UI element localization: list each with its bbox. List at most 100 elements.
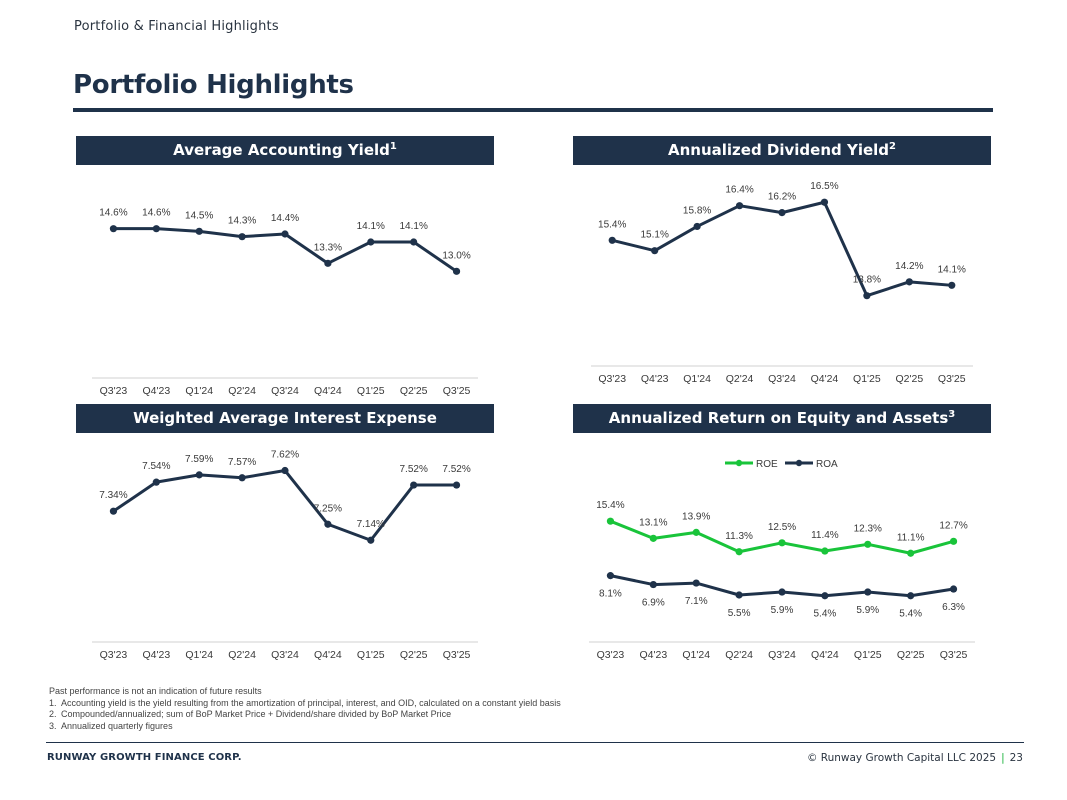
data-label: 7.52% [442, 464, 470, 475]
data-point [608, 236, 616, 244]
x-tick-label: Q2'24 [725, 649, 753, 661]
x-tick-label: Q3'24 [271, 385, 299, 397]
chart-interest-expense-svg: Q3'23 Q4'23 Q1'24 Q2'24 Q3'24 Q4'24 Q1'25 Q2'25… [92, 450, 478, 661]
footnote-3: 3. Annualized quarterly figures [49, 721, 561, 733]
data-label: 7.34% [99, 490, 127, 501]
panel-title: Annualized Return on Equity and Assets [608, 409, 949, 427]
data-point [452, 481, 461, 489]
footnote-text: Compounded/annualized; sum of BoP Market… [61, 709, 452, 719]
data-label: 14.5% [185, 210, 213, 221]
data-label: 6.3% [942, 602, 965, 613]
data-label: 8.1% [599, 589, 622, 600]
data-label: 7.52% [399, 464, 427, 475]
data-label: 13.9% [682, 511, 710, 522]
panel-header-accounting-yield: Average Accounting Yield1 [76, 136, 494, 165]
disclaimer: Past performance is not an indication of… [49, 686, 262, 696]
data-label: 7.54% [142, 461, 170, 472]
x-tick-label: Q4'24 [314, 385, 342, 397]
data-label: 11.1% [897, 532, 925, 543]
footer-divider [46, 742, 1024, 743]
data-point [410, 481, 418, 489]
data-point [410, 238, 418, 246]
data-point [649, 580, 657, 589]
data-label: 14.6% [142, 208, 170, 219]
data-label: 6.9% [642, 598, 665, 609]
x-tick-label: Q3'24 [768, 649, 796, 661]
data-point [152, 478, 160, 486]
x-tick-label: Q2'25 [895, 373, 923, 385]
x-tick-label: Q3'25 [443, 385, 471, 397]
x-tick-label: Q2'24 [228, 385, 256, 397]
x-tick-label: Q1'24 [683, 373, 711, 385]
data-label: 7.25% [314, 503, 342, 514]
data-point [948, 281, 956, 289]
x-tick-label: Q2'24 [228, 649, 256, 661]
data-point [693, 222, 701, 231]
page-title: Portfolio Highlights [73, 70, 354, 100]
x-tick-label: Q1'25 [853, 373, 881, 385]
data-point [238, 474, 246, 482]
footnote-2: 2. Compounded/annualized; sum of BoP Mark… [49, 709, 561, 721]
x-tick-label: Q1'25 [854, 649, 882, 661]
data-point [692, 528, 700, 536]
x-tick-label: Q4'24 [811, 649, 839, 661]
data-point [778, 588, 786, 596]
data-label: 14.3% [228, 216, 256, 227]
data-label: 14.1% [938, 264, 966, 275]
footnote-ref: 3 [948, 409, 956, 420]
x-tick-label: Q4'23 [639, 649, 667, 661]
data-label: 13.8% [853, 275, 881, 286]
data-label: 11.3% [725, 531, 753, 542]
chart-accounting-yield: Q3'23 Q4'23 Q1'24 Q2'24 Q3'24 Q4'24 Q1'25 Q2'25… [76, 168, 494, 398]
data-point [649, 534, 657, 542]
data-point [367, 238, 375, 246]
x-tick-label: Q3'23 [100, 649, 128, 661]
x-tick-label: Q4'23 [641, 373, 669, 385]
data-point [109, 507, 118, 515]
data-label: 7.59% [185, 454, 213, 465]
data-label: 15.1% [640, 230, 668, 241]
x-tick-label: Q2'25 [400, 649, 428, 661]
legend-marker [735, 459, 743, 467]
footer-brand: RUNWAY GROWTH FINANCE CORP. [47, 752, 242, 763]
data-point [735, 591, 743, 599]
x-tick-label: Q2'24 [726, 373, 754, 385]
x-tick-label: Q4'23 [142, 385, 170, 397]
data-point [821, 547, 829, 555]
data-point [907, 592, 915, 600]
footer-copyright: © Runway Growth Capital LLC 2025 | 23 [807, 752, 1023, 764]
data-point [905, 278, 913, 286]
footnote-text: Annualized quarterly figures [61, 720, 173, 731]
legend-item-roe: ROE [725, 459, 778, 470]
x-tick-label: Q1'25 [357, 649, 385, 661]
data-label: 15.8% [683, 205, 711, 216]
data-point [324, 520, 332, 528]
data-label: 13.3% [314, 242, 342, 253]
footnote-1: 1. Accounting yield is the yield resultin… [49, 698, 561, 710]
data-label: 5.5% [728, 608, 751, 619]
data-point [195, 471, 203, 479]
chart-interest-expense: Q3'23 Q4'23 Q1'24 Q2'24 Q3'24 Q4'24 Q1'25 Q2'25… [76, 436, 494, 668]
panel-title: Weighted Average Interest Expense [133, 409, 437, 427]
x-tick-label: Q3'23 [597, 649, 625, 661]
data-point [324, 259, 332, 267]
data-label: 7.1% [685, 596, 708, 607]
data-point [864, 588, 872, 596]
legend-marker [795, 459, 803, 467]
footnote-ref: 2 [889, 141, 896, 152]
x-tick-label: Q2'25 [400, 385, 428, 397]
data-point [863, 292, 871, 300]
data-label: 14.4% [271, 213, 299, 224]
x-tick-label: Q1'24 [185, 385, 213, 397]
x-tick-label: Q3'24 [768, 373, 796, 385]
x-tick-label: Q2'25 [897, 649, 925, 661]
data-label: 15.4% [598, 219, 626, 230]
x-tick-label: Q3'25 [938, 373, 966, 385]
data-label: 5.4% [813, 609, 836, 620]
data-point [778, 539, 786, 547]
data-label: 5.4% [899, 609, 922, 620]
data-label: 14.2% [895, 261, 923, 272]
data-point [778, 209, 786, 217]
data-label: 5.9% [856, 605, 879, 616]
data-label: 7.57% [228, 457, 256, 468]
